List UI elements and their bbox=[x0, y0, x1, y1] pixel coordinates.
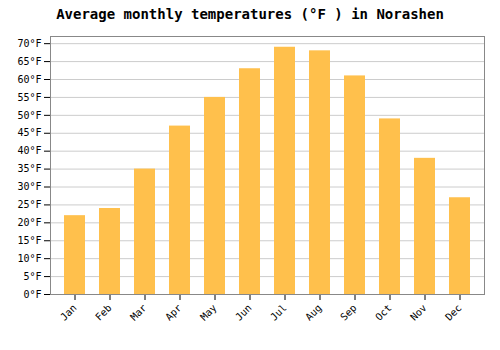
svg-text:15°F: 15°F bbox=[17, 235, 41, 246]
svg-text:40°F: 40°F bbox=[17, 145, 41, 156]
svg-text:Aug: Aug bbox=[303, 302, 324, 323]
svg-text:55°F: 55°F bbox=[17, 92, 41, 103]
svg-text:0°F: 0°F bbox=[23, 289, 41, 300]
svg-text:Dec: Dec bbox=[443, 302, 464, 323]
svg-text:Jan: Jan bbox=[58, 302, 79, 323]
svg-text:Sep: Sep bbox=[338, 302, 359, 323]
svg-text:Nov: Nov bbox=[408, 302, 429, 323]
svg-text:5°F: 5°F bbox=[23, 271, 41, 282]
svg-text:65°F: 65°F bbox=[17, 56, 41, 67]
svg-text:Apr: Apr bbox=[163, 302, 184, 323]
svg-text:May: May bbox=[198, 302, 219, 323]
svg-text:Feb: Feb bbox=[93, 302, 114, 323]
svg-text:30°F: 30°F bbox=[17, 181, 41, 192]
svg-text:45°F: 45°F bbox=[17, 127, 41, 138]
svg-text:Jun: Jun bbox=[233, 302, 254, 323]
svg-text:35°F: 35°F bbox=[17, 163, 41, 174]
svg-text:10°F: 10°F bbox=[17, 253, 41, 264]
svg-text:50°F: 50°F bbox=[17, 110, 41, 121]
html-text:Average monthly temperatures (: Average monthly temperatures (°F ) in No… bbox=[56, 6, 444, 22]
svg-text:60°F: 60°F bbox=[17, 74, 41, 85]
svg-text:Mar: Mar bbox=[128, 302, 149, 323]
svg-text:25°F: 25°F bbox=[17, 199, 41, 210]
svg-text:Oct: Oct bbox=[373, 302, 394, 323]
svg-text:20°F: 20°F bbox=[17, 217, 41, 228]
svg-text:70°F: 70°F bbox=[17, 38, 41, 49]
svg-text:Jul: Jul bbox=[268, 302, 289, 323]
